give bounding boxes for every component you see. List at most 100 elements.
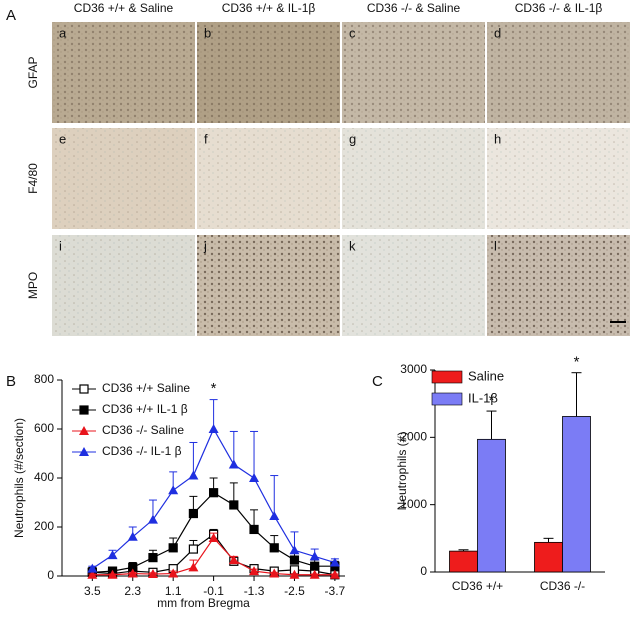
legend-marker bbox=[79, 405, 89, 415]
row-label: F4/80 bbox=[26, 163, 40, 194]
x-tick-label: 1.1 bbox=[165, 584, 182, 598]
tile-label: l bbox=[494, 238, 497, 253]
y-axis-label: Neutrophils (#/section) bbox=[12, 418, 26, 538]
marker bbox=[147, 514, 158, 524]
legend-label: IL-1β bbox=[468, 390, 498, 405]
marker bbox=[188, 544, 198, 554]
marker bbox=[209, 488, 219, 498]
micrograph-texture bbox=[52, 22, 195, 123]
annotation: * bbox=[211, 380, 217, 397]
series bbox=[87, 532, 340, 579]
x-tick-label: -1.3 bbox=[244, 584, 265, 598]
micrograph-texture bbox=[197, 235, 340, 336]
tile-label: a bbox=[59, 25, 67, 40]
legend-label: CD36 -/- IL-1 β bbox=[102, 444, 182, 458]
column-header: CD36 -/- & Saline bbox=[367, 1, 461, 15]
tile-label: e bbox=[59, 131, 66, 146]
column-header: CD36 +/+ & IL-1β bbox=[222, 1, 316, 15]
marker bbox=[208, 533, 219, 543]
tile-label: h bbox=[494, 131, 501, 146]
y-tick-label: 0 bbox=[47, 568, 54, 582]
legend-label: CD36 +/+ IL-1 β bbox=[102, 402, 188, 416]
marker bbox=[289, 569, 300, 579]
x-tick-label: -0.1 bbox=[203, 584, 224, 598]
marker bbox=[309, 551, 320, 561]
bar bbox=[562, 416, 591, 573]
y-tick-label: 400 bbox=[34, 470, 54, 484]
marker bbox=[329, 557, 340, 567]
bar bbox=[449, 550, 478, 573]
marker bbox=[269, 543, 279, 553]
marker bbox=[208, 424, 219, 433]
marker bbox=[147, 569, 158, 579]
marker bbox=[87, 569, 98, 579]
bar bbox=[534, 541, 563, 573]
marker bbox=[168, 543, 178, 553]
panel-letter: C bbox=[372, 373, 383, 390]
bar bbox=[477, 438, 506, 573]
micrograph-texture bbox=[342, 22, 485, 123]
micrograph-texture bbox=[197, 128, 340, 229]
series bbox=[87, 399, 340, 573]
tile-label: j bbox=[203, 238, 207, 253]
marker bbox=[309, 569, 320, 579]
marker bbox=[168, 568, 179, 578]
x-tick-label: 2.3 bbox=[124, 584, 141, 598]
marker bbox=[310, 561, 320, 571]
tile-label: f bbox=[204, 131, 208, 146]
micrograph-texture bbox=[52, 128, 195, 229]
x-tick-label: -2.5 bbox=[284, 584, 305, 598]
tile-label: g bbox=[349, 131, 356, 146]
micrograph-texture bbox=[342, 128, 485, 229]
tile-label: b bbox=[204, 25, 211, 40]
legend-label: CD36 +/+ Saline bbox=[102, 381, 190, 395]
y-tick-label: 600 bbox=[34, 421, 54, 435]
tile-label: i bbox=[59, 238, 62, 253]
marker bbox=[289, 545, 300, 555]
marker bbox=[188, 562, 199, 572]
tile-label: d bbox=[494, 25, 501, 40]
marker bbox=[249, 566, 260, 576]
panel-letter: B bbox=[6, 373, 16, 390]
marker bbox=[107, 569, 118, 579]
row-label: GFAP bbox=[26, 56, 40, 88]
marker bbox=[228, 459, 239, 469]
legend-swatch bbox=[431, 392, 463, 406]
column-header: CD36 -/- & IL-1β bbox=[515, 1, 603, 15]
marker bbox=[289, 555, 300, 565]
legend-label: CD36 -/- Saline bbox=[102, 423, 184, 437]
legend-label: Saline bbox=[468, 368, 504, 383]
marker bbox=[329, 569, 340, 579]
x-tick-label: CD36 +/+ bbox=[452, 579, 503, 593]
x-tick-label: CD36 -/- bbox=[540, 579, 585, 593]
x-tick-label: 3.5 bbox=[84, 584, 101, 598]
y-tick-label: 800 bbox=[34, 372, 54, 386]
legend-swatch bbox=[431, 370, 463, 384]
y-tick-label: 0 bbox=[420, 564, 427, 578]
micrograph-texture bbox=[197, 22, 340, 123]
micrograph-texture bbox=[487, 235, 630, 336]
bar-chart: C 0 1000 2000 3000 Neutrophils (#) CD36 +/+ * CD… bbox=[372, 354, 605, 593]
marker bbox=[168, 485, 179, 495]
y-tick-label: 200 bbox=[34, 519, 54, 533]
y-axis-label: Neutrophils (#) bbox=[395, 432, 409, 511]
marker bbox=[87, 563, 98, 573]
legend-marker bbox=[79, 447, 89, 456]
tile-label: c bbox=[349, 25, 356, 40]
marker bbox=[188, 508, 198, 519]
row-label: MPO bbox=[26, 272, 40, 299]
annotation: * bbox=[489, 392, 495, 409]
line-chart: B 0 200 400 600 800 3.5 2.3 1.1 -0.1 -1.3 -2.5 -3.7 m… bbox=[6, 372, 346, 610]
marker bbox=[228, 555, 239, 565]
marker bbox=[107, 550, 118, 560]
marker bbox=[269, 510, 280, 520]
column-header: CD36 +/+ & Saline bbox=[74, 1, 174, 15]
marker bbox=[249, 524, 259, 535]
tile-label: k bbox=[349, 238, 356, 253]
x-tick-label: -3.7 bbox=[325, 584, 346, 598]
legend-marker bbox=[79, 426, 89, 435]
legend-marker bbox=[79, 384, 89, 394]
marker bbox=[269, 568, 280, 578]
micrograph-texture bbox=[52, 235, 195, 336]
y-tick-label: 2000 bbox=[400, 430, 427, 444]
